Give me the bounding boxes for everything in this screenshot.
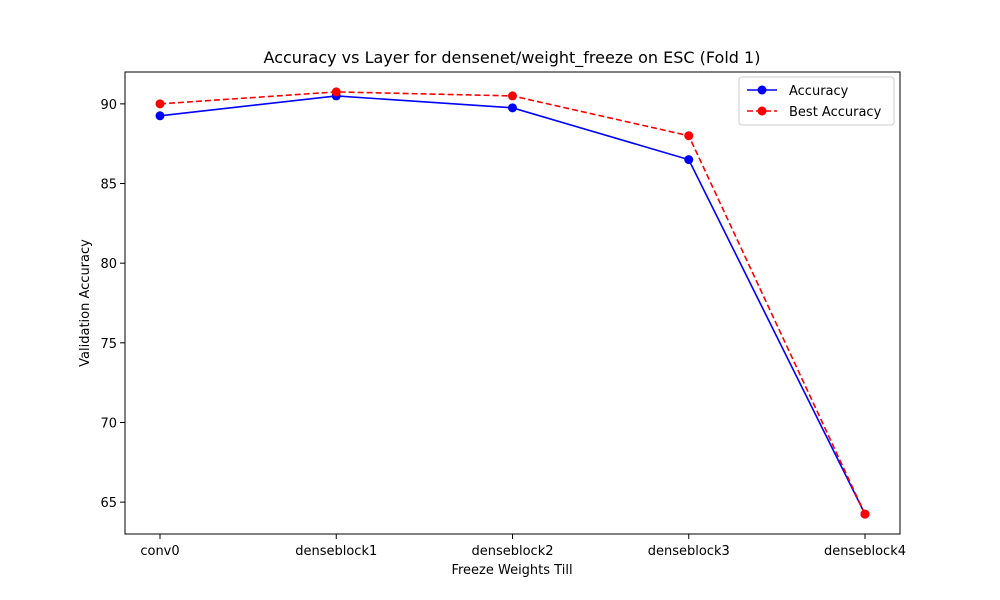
series-2-point [508,91,517,101]
y-tick-label: 90 [100,98,117,113]
series-2-point [860,509,870,519]
y-tick-label: 75 [100,337,117,352]
x-tick-label: denseblock3 [648,544,730,559]
x-tick-label: denseblock2 [471,544,553,559]
series-2-point [155,99,165,109]
legend: Accuracy Best Accuracy [738,76,895,126]
series-1-point [684,155,694,165]
y-tick-label: 85 [100,178,117,193]
y-tick-label: 70 [100,416,117,431]
series-2-point [331,87,341,97]
plot-area [155,87,870,519]
x-axis: conv0 denseblock1 denseblock2 denseblock3 de… [140,534,906,559]
x-tick-label: conv0 [140,544,179,559]
legend-label: Accuracy [789,84,849,99]
x-tick-label: denseblock1 [295,544,377,559]
y-tick-label: 80 [100,257,117,272]
x-tick-label: denseblock4 [824,544,906,559]
legend-box [738,76,895,126]
legend-marker [757,85,767,95]
legend-marker [757,106,767,116]
y-axis: 65 70 75 80 85 90 [100,98,125,511]
x-axis-title: Freeze Weights Till [451,563,572,578]
series-2-point [684,131,694,141]
chart-title: Accuracy vs Layer for densenet/weight_fr… [264,48,761,68]
series-1-point [508,103,517,113]
y-axis-title: Validation Accuracy [78,239,93,367]
series-1-point [155,111,165,121]
legend-label: Best Accuracy [789,105,882,120]
y-tick-label: 65 [100,496,117,511]
